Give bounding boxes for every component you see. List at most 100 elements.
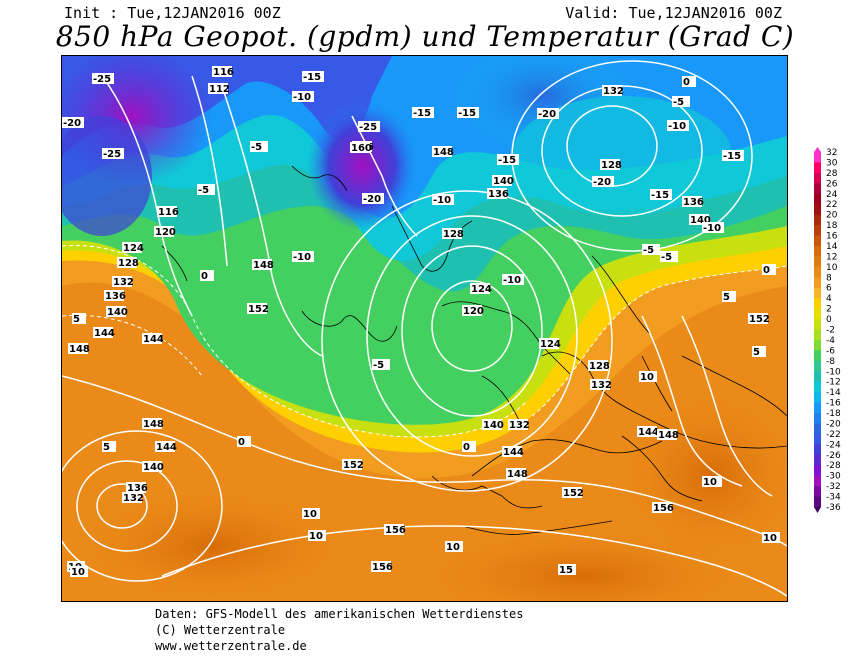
svg-text:148: 148 [143,419,164,430]
weather-map: 116 112 116 120 124 128 132 136 140 144 … [61,55,788,602]
svg-text:152: 152 [563,488,584,499]
colorbar-swatch [814,204,821,216]
svg-text:-25: -25 [103,149,121,160]
geopot-label: 148 [142,418,164,430]
svg-text:140: 140 [690,215,711,226]
svg-text:136: 136 [127,483,148,494]
temp-label: -15 [302,71,324,83]
svg-text:5: 5 [753,347,760,358]
geopot-label: 132 [122,492,144,504]
svg-text:136: 136 [683,197,704,208]
svg-text:-15: -15 [303,72,321,83]
colorbar-swatch [814,214,821,226]
svg-text:124: 124 [471,284,492,295]
geopot-label: 136 [104,290,126,302]
colorbar-tick-label: -18 [826,409,841,419]
colorbar-tick-label: 4 [826,294,832,304]
geopot-label: 152 [562,487,584,499]
geopot-label: 132 [590,379,612,391]
colorbar-swatch [814,287,821,299]
temp-label: -15 [497,154,519,166]
geopot-label: 156 [652,502,674,514]
svg-text:0: 0 [238,437,245,448]
colorbar-tick-label: -2 [826,326,835,336]
svg-text:10: 10 [703,477,717,488]
svg-text:-20: -20 [63,118,81,129]
svg-text:128: 128 [601,160,622,171]
svg-text:0: 0 [763,265,770,276]
svg-text:-15: -15 [498,155,516,166]
colorbar-swatch [814,454,821,466]
svg-text:124: 124 [123,243,144,254]
geopot-label: 128 [600,159,622,171]
colorbar-swatch [814,308,821,320]
website-url: www.wetterzentrale.de [155,639,307,653]
geopot-label: 152 [342,459,364,471]
svg-text:144: 144 [143,334,164,345]
colorbar-swatch [814,392,821,404]
colorbar-swatch [814,277,821,289]
temp-label: -5 [642,244,660,256]
geopot-label: 116 [157,206,179,218]
svg-text:-15: -15 [651,190,669,201]
colorbar-tick-label: 28 [826,169,838,179]
svg-text:10: 10 [763,533,777,544]
svg-text:10: 10 [640,372,654,383]
svg-text:140: 140 [493,176,514,187]
map-canvas: 116 112 116 120 124 128 132 136 140 144 … [62,56,787,601]
colorbar-swatch [814,193,821,205]
temp-label: -20 [592,176,614,188]
colorbar-tick-label: -8 [826,357,835,367]
colorbar-swatch [814,162,821,174]
geopot-label: 148 [432,146,454,158]
colorbar-tick-label: -4 [826,336,835,346]
colorbar-tick-label: 8 [826,273,832,283]
temp-label: -5 [197,184,215,196]
colorbar-tick-label: -34 [826,493,841,503]
colorbar-canvas: 32302826242220181614121086420-2-4-6-8-10… [814,147,841,513]
colorbar-swatch [814,465,821,477]
svg-text:160: 160 [351,143,372,154]
geopot-label: 132 [508,419,530,431]
temperature-colorbar: 32 30 28 26 24 22 20 18 16 14 12 10 8 6 4 2 0 -2 -4 -6 -8 -10… [812,147,850,517]
geopot-label: 144 [142,333,164,345]
svg-text:136: 136 [105,291,126,302]
svg-text:-10: -10 [293,92,311,103]
svg-text:-5: -5 [673,97,684,108]
svg-text:152: 152 [343,460,364,471]
svg-text:132: 132 [591,380,612,391]
svg-text:120: 120 [463,306,484,317]
svg-text:128: 128 [443,229,464,240]
svg-text:-20: -20 [593,177,611,188]
colorbar-tick-label: 30 [826,158,838,168]
temp-label: 10 [639,371,657,383]
colorbar-tick-label: -28 [826,461,841,471]
temp-label: 5 [102,441,116,453]
temp-label: 10 [302,508,320,520]
temp-label: 0 [682,76,696,88]
temp-label: 10 [445,541,463,553]
geopotential-isolines [62,60,787,597]
svg-text:-10: -10 [293,252,311,263]
geopot-label: 136 [126,482,148,494]
svg-text:148: 148 [69,344,90,355]
colorbar-tick-label: -22 [826,430,841,440]
temp-label: -10 [432,194,454,206]
geopot-label: 132 [602,85,624,97]
colorbar-swatch [814,423,821,435]
temp-label: 10 [762,532,780,544]
svg-text:5: 5 [723,292,730,303]
geopot-label: 140 [142,461,164,473]
colorbar-tick-label: 20 [826,211,838,221]
colorbar-tick-label: 6 [826,284,832,294]
svg-text:132: 132 [509,420,530,431]
geopot-label: 144 [93,327,115,339]
temp-label: -20 [62,117,84,129]
svg-text:148: 148 [507,469,528,480]
svg-text:5: 5 [103,442,110,453]
svg-text:-25: -25 [93,74,111,85]
svg-text:120: 120 [155,227,176,238]
svg-text:10: 10 [446,542,460,553]
svg-text:128: 128 [589,361,610,372]
svg-text:0: 0 [201,271,208,282]
